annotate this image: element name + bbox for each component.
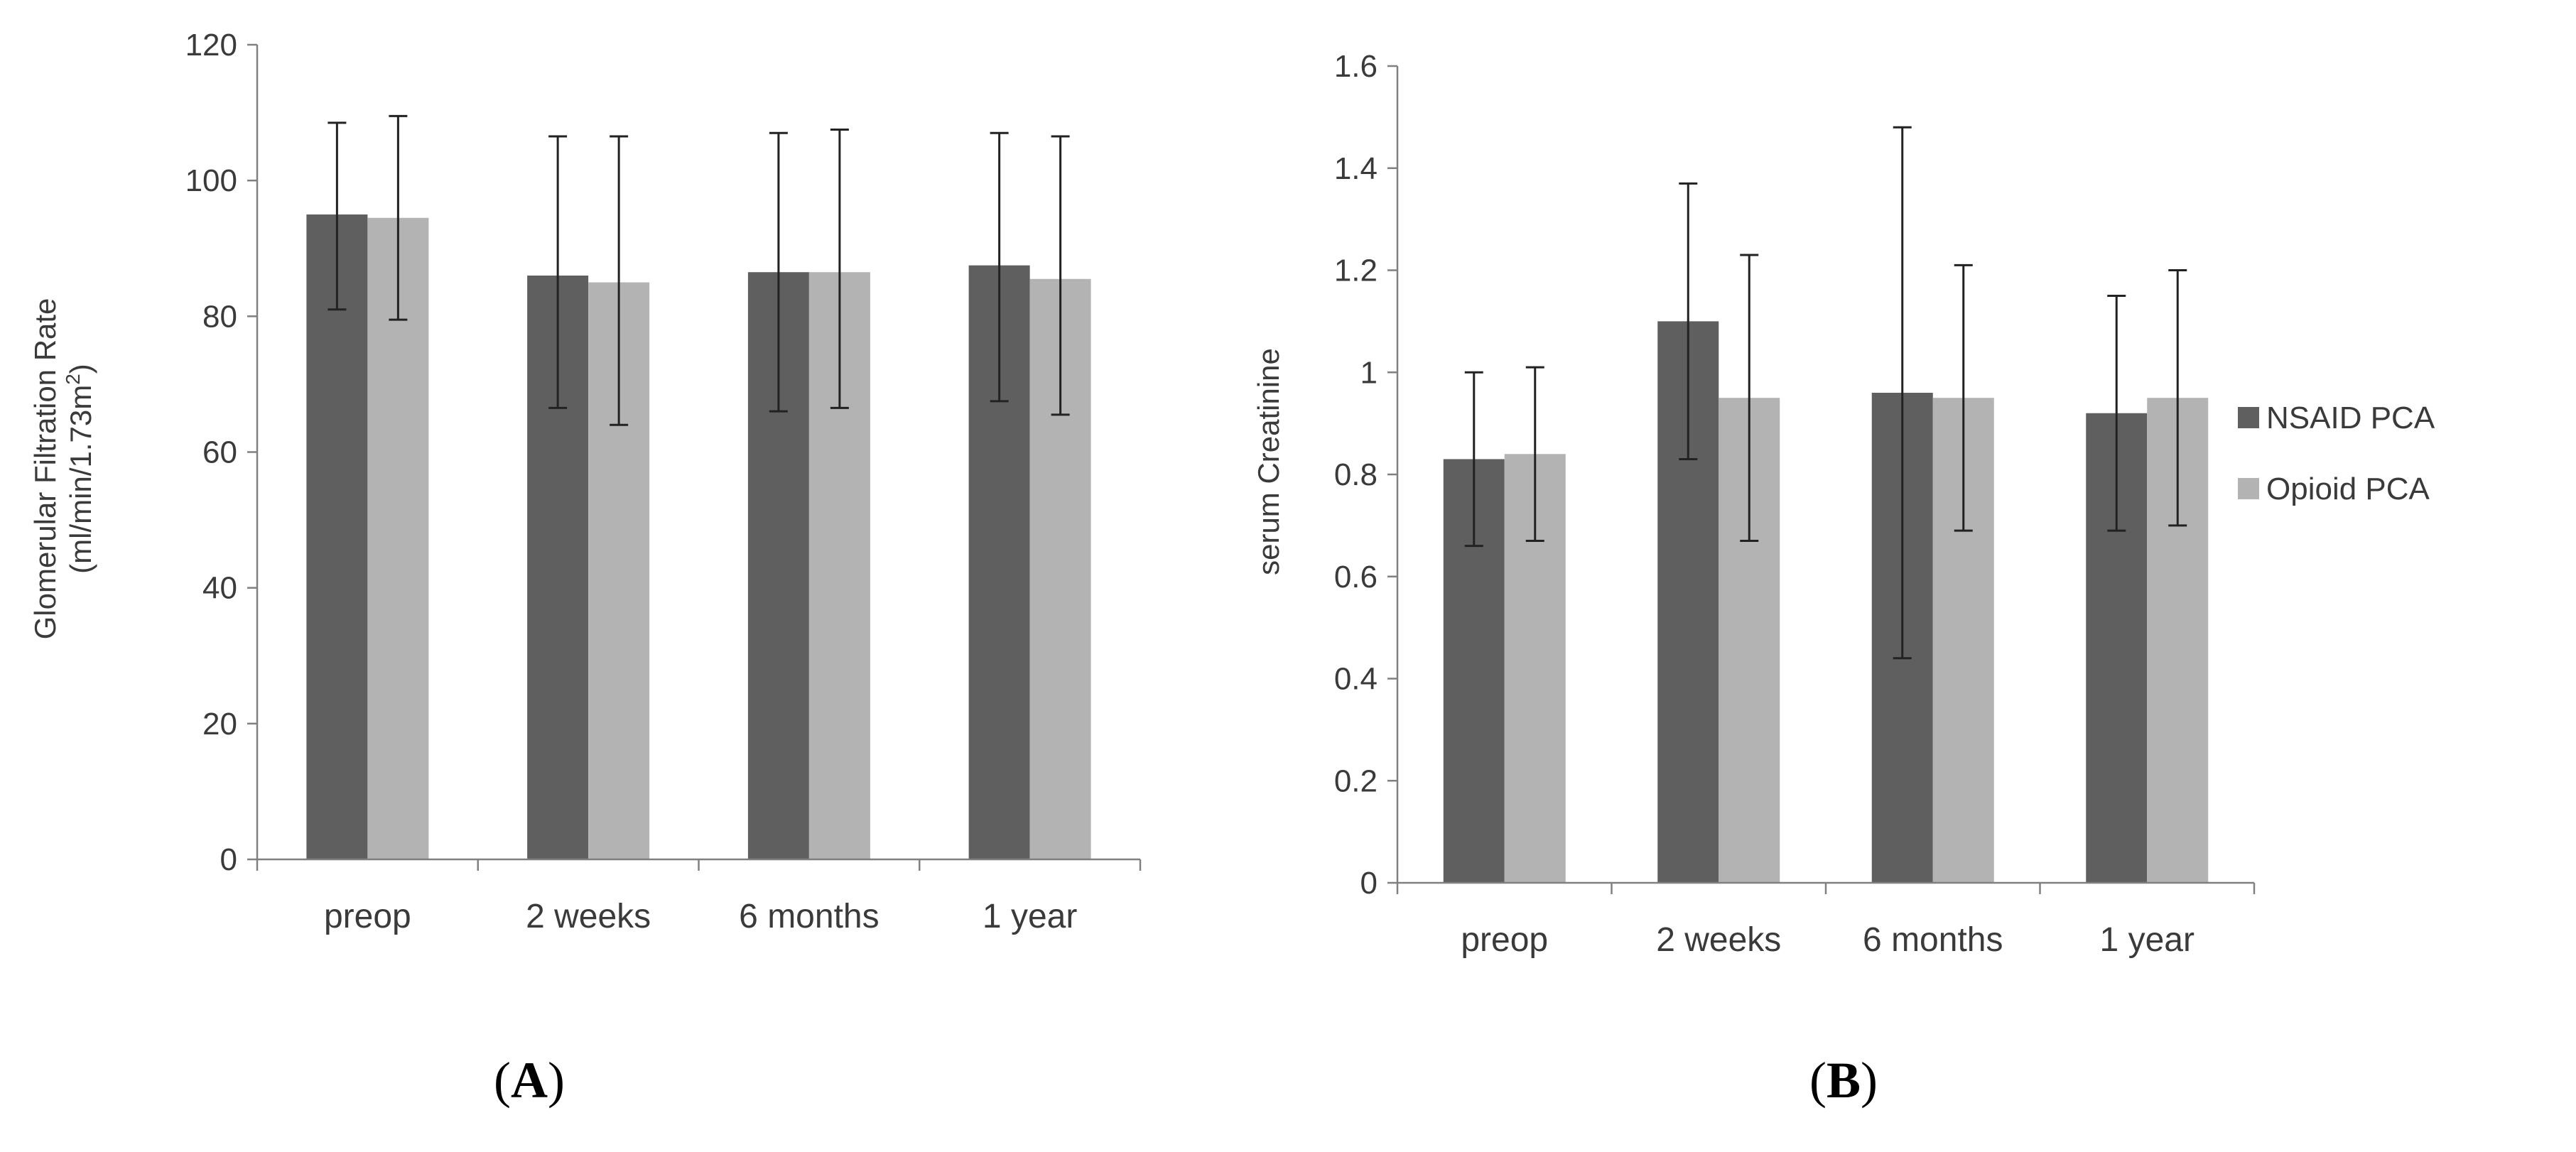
chartA-x-tick-label-2: 6 months [739, 898, 879, 935]
legend-label-opioid: Opioid PCA [2266, 472, 2430, 506]
chart-a-x-tick-labels: preop 2 weeks 6 months 1 year [324, 898, 1077, 935]
chartA-x-tick-label-0: preop [324, 898, 411, 935]
legend-swatch-nsaid [2238, 407, 2259, 428]
chartA-y-tick-label-6: 120 [185, 28, 237, 63]
chart-a-y-axis-title-line2: (ml/min/1.73m2) [62, 364, 97, 574]
chartA-bar-opioid-0 [367, 217, 429, 859]
chart-b-bars [1443, 321, 2209, 883]
legend-swatch-opioid [2238, 478, 2259, 499]
chartB-y-tick-label-4: 0.8 [1334, 457, 1378, 492]
chart-a-y-tick-labels: 0 20 40 60 80 100 120 [185, 28, 237, 877]
panel-label-b-close: ) [1861, 1052, 1878, 1109]
chartB-x-tick-label-0: preop [1461, 921, 1548, 959]
panel-label-a: (A) [494, 1052, 565, 1109]
panel-label-a-letter: A [511, 1052, 548, 1109]
chart-a-y-axis-unit-close: ) [64, 364, 97, 374]
chartB-x-tick-label-3: 1 year [2100, 921, 2195, 959]
chartB-y-tick-label-6: 1.2 [1334, 254, 1378, 288]
chart-b-x-tick-labels: preop 2 weeks 6 months 1 year [1461, 921, 2195, 959]
panel-label-b-open: ( [1809, 1052, 1827, 1109]
chartB-y-tick-label-3: 0.6 [1334, 560, 1378, 594]
chartB-y-tick-label-7: 1.4 [1334, 151, 1378, 186]
chartA-y-tick-label-4: 80 [202, 299, 237, 334]
legend: NSAID PCA Opioid PCA [2238, 401, 2435, 506]
chartB-y-tick-label-5: 1 [1360, 355, 1378, 390]
chartA-y-tick-label-2: 40 [202, 571, 237, 606]
chart-a-gfr: 0 20 40 60 80 100 120 preop 2 weeks 6 months 1 ye… [28, 28, 1142, 935]
panel-label-b: (B) [1809, 1052, 1878, 1109]
chart-a-axes [247, 43, 1142, 871]
chart-b-y-tick-labels: 0 0.2 0.4 0.6 0.8 1 1.2 1.4 1.6 [1334, 49, 1378, 901]
chart-a-y-axis-unit: (ml/min/1.73m [64, 385, 97, 574]
chartB-y-tick-label-0: 0 [1360, 866, 1378, 901]
chart-a-y-axis-unit-superscript: 2 [62, 374, 84, 385]
chartA-y-tick-label-3: 60 [202, 435, 237, 470]
chart-b-axes [1387, 65, 2256, 894]
panel-label-b-letter: B [1827, 1052, 1861, 1109]
panel-label-a-open: ( [494, 1052, 511, 1109]
chartA-y-tick-label-1: 20 [202, 707, 237, 741]
chartB-y-tick-label-2: 0.4 [1334, 662, 1378, 697]
chart-a-y-axis-title-line1: Glomerular Filtration Rate [28, 298, 62, 640]
chartA-y-tick-label-0: 0 [220, 842, 237, 877]
chartA-x-tick-label-1: 2 weeks [526, 898, 651, 935]
chartB-y-tick-label-1: 0.2 [1334, 764, 1378, 798]
chartA-y-tick-label-5: 100 [185, 163, 237, 198]
chartA-x-tick-label-3: 1 year [983, 898, 1077, 935]
chartB-y-tick-label-8: 1.6 [1334, 49, 1378, 84]
chart-b-error-bars [1464, 126, 2187, 660]
panel-label-a-close: ) [548, 1052, 565, 1109]
chartB-x-tick-label-2: 6 months [1863, 921, 2003, 959]
chart-a-error-bars [328, 114, 1070, 426]
chart-b-y-axis-title: serum Creatinine [1252, 348, 1285, 575]
chartB-x-tick-label-1: 2 weeks [1656, 921, 1781, 959]
legend-label-nsaid: NSAID PCA [2266, 401, 2435, 435]
chartA-bar-nsaid-0 [306, 214, 368, 859]
chart-b-creatinine: 0 0.2 0.4 0.6 0.8 1 1.2 1.4 1.6 preop 2 weeks 6 mo… [1252, 49, 2256, 959]
chart-a-bars [306, 214, 1091, 860]
